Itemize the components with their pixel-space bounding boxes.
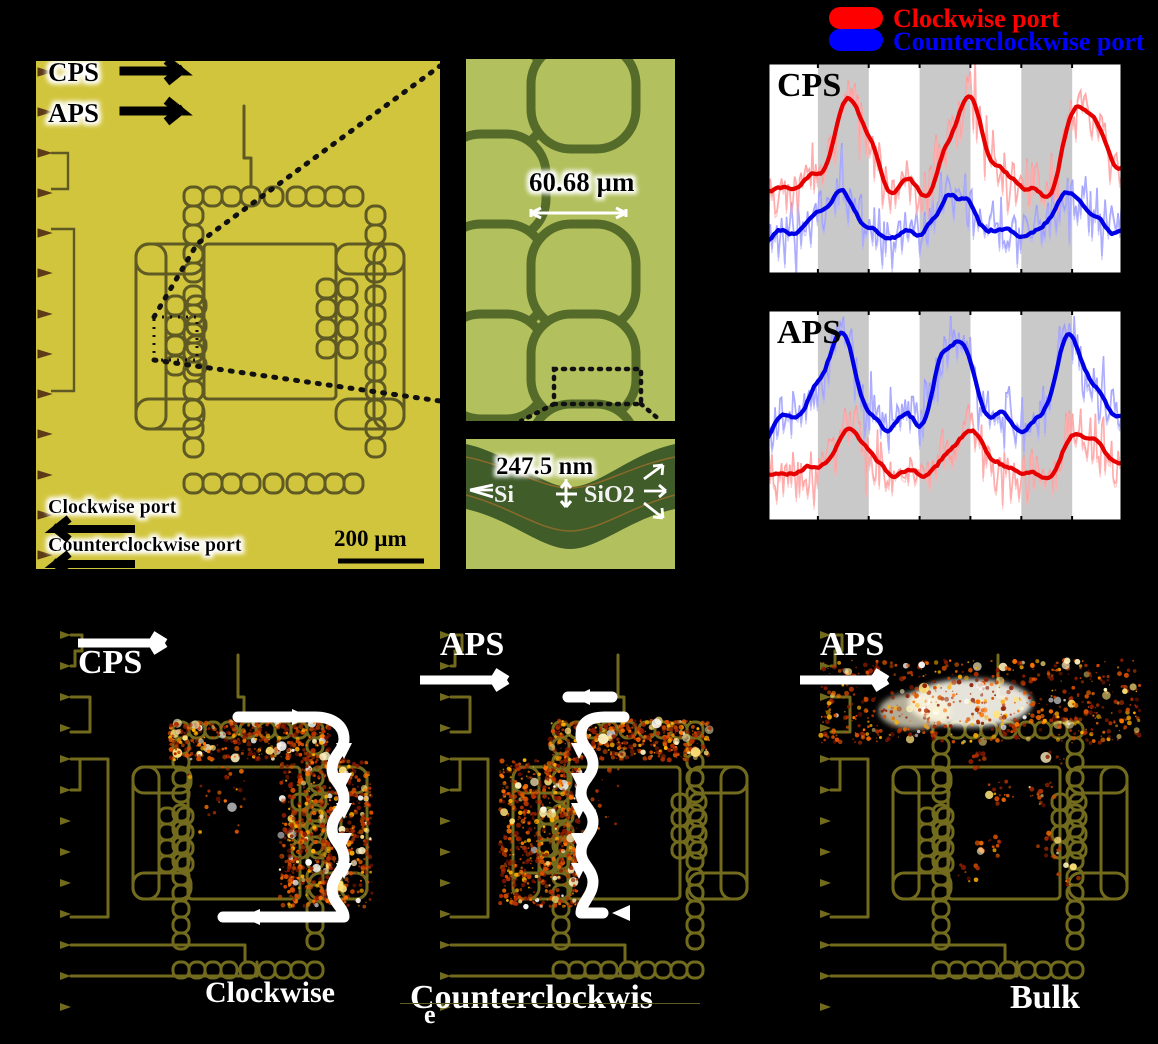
svg-text:Si: Si [494,482,514,508]
svg-text:APS: APS [777,314,841,351]
svg-text:247.5 nm: 247.5 nm [496,453,593,480]
svg-text:60.68 µm: 60.68 µm [529,167,635,197]
svg-text:200 µm: 200 µm [334,526,407,551]
svg-text:SiO2: SiO2 [584,482,635,508]
svg-text:Counterclockwise port: Counterclockwise port [48,534,242,556]
svg-text:Counterclockwis: Counterclockwis [410,979,653,1016]
svg-text:Bulk: Bulk [1010,979,1080,1016]
svg-text:CPS: CPS [78,644,142,681]
svg-text:CPS: CPS [48,61,99,87]
svg-text:Clockwise port: Clockwise port [48,496,177,518]
svg-text:Clockwise: Clockwise [205,976,335,1009]
svg-text:CPS: CPS [777,67,841,104]
svg-text:APS: APS [48,98,99,128]
svg-text:APS: APS [820,626,884,663]
svg-text:APS: APS [440,626,504,663]
